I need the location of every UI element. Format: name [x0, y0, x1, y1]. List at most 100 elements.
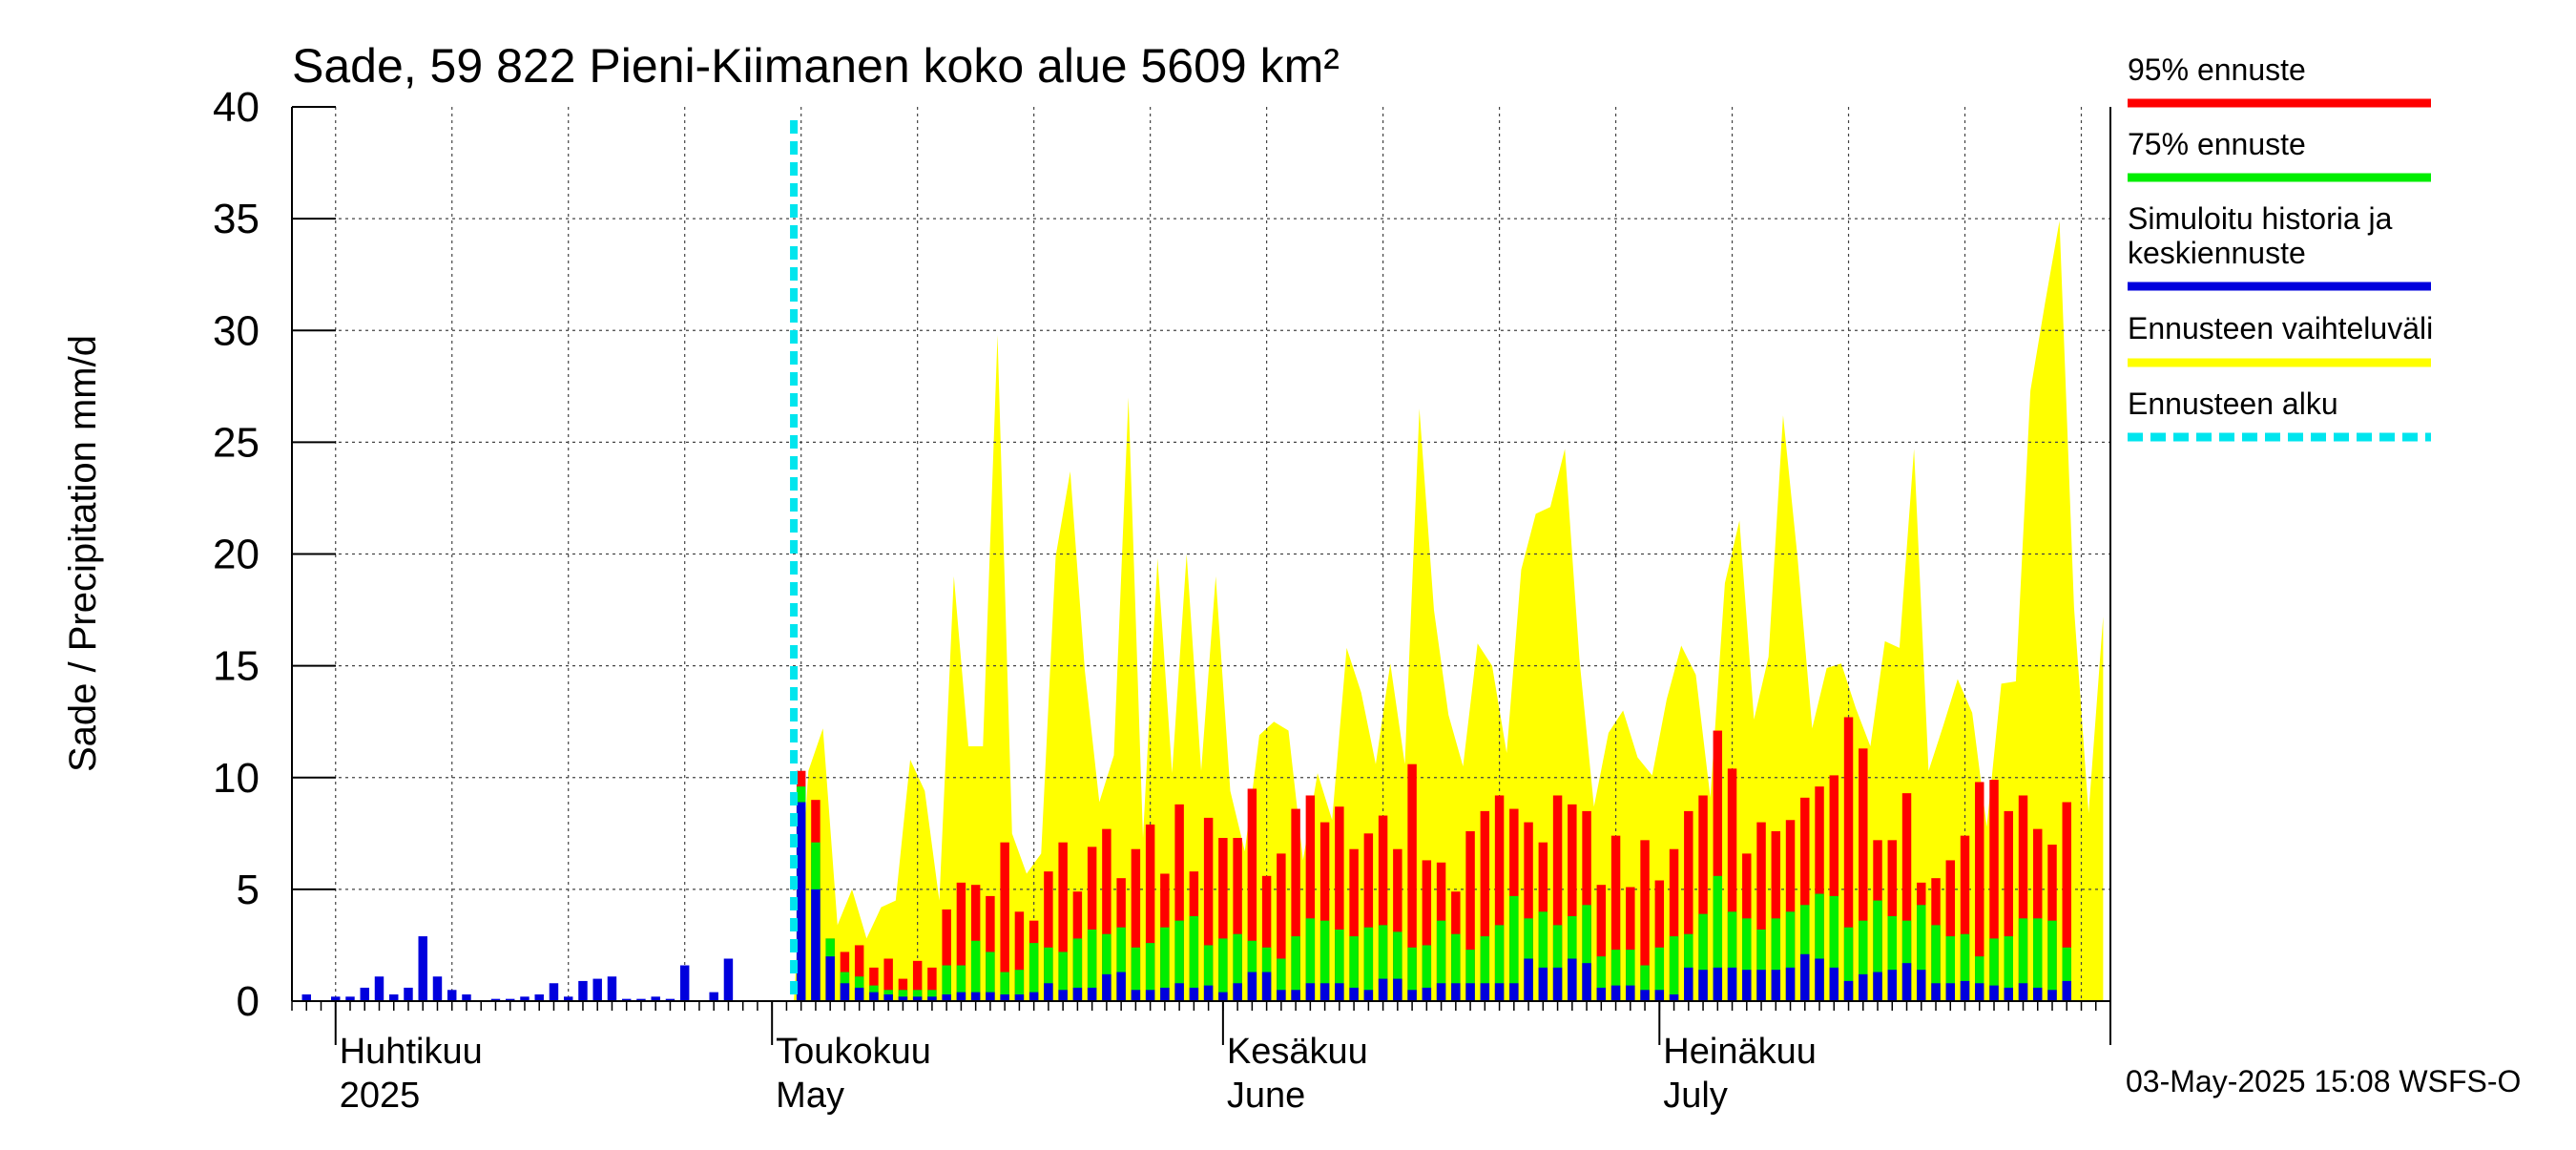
mean-bar — [1800, 953, 1810, 1001]
forecast-range-area — [794, 220, 2104, 1001]
mean-bar — [1494, 983, 1505, 1001]
month-label: Toukokuu — [776, 1032, 931, 1072]
mean-bar — [1465, 983, 1475, 1001]
mean-bar — [1422, 987, 1432, 1001]
mean-bar — [1028, 992, 1039, 1001]
mean-bar — [1305, 983, 1316, 1001]
mean-bar — [1014, 993, 1025, 1001]
mean-bar — [1072, 987, 1083, 1001]
mean-bar — [1785, 967, 1796, 1001]
mean-bar — [1116, 972, 1126, 1001]
p95-bar — [1319, 822, 1330, 1001]
p95-bar — [1363, 833, 1374, 1001]
history-bar — [665, 998, 675, 1001]
mean-bar — [1698, 970, 1708, 1001]
mean-bar — [1756, 970, 1766, 1001]
mean-bar — [883, 993, 893, 1001]
p95-bar — [1640, 840, 1650, 1001]
p75-bar — [1145, 943, 1155, 1001]
mean-bar — [1277, 990, 1286, 1001]
p95-bar — [986, 895, 995, 1001]
mean-bar — [2062, 980, 2071, 1001]
p75-bar — [1873, 900, 1882, 1001]
mean-bar — [1407, 990, 1417, 1001]
mean-bar — [811, 889, 821, 1001]
p95-bar — [1859, 748, 1868, 1001]
mean-bar — [869, 992, 879, 1001]
history-bar — [404, 987, 413, 1001]
p95-bar — [1626, 887, 1635, 1001]
p75-bar — [1014, 970, 1025, 1001]
p75-bar — [1218, 938, 1228, 1001]
mean-bar — [1815, 958, 1824, 1001]
history-bar — [505, 998, 515, 1001]
p75-bar — [912, 990, 923, 1001]
mean-bar — [1945, 983, 1955, 1001]
p75-bar — [1174, 920, 1184, 1001]
p95-bar — [1349, 848, 1359, 1001]
mean-bar — [1261, 972, 1272, 1001]
p95-bar — [1494, 795, 1505, 1001]
p75-bar — [2047, 920, 2057, 1001]
y-tick-label: 5 — [237, 867, 260, 913]
history-bar — [636, 998, 646, 1001]
p75-bar — [1277, 958, 1286, 1001]
mean-bar — [912, 996, 923, 1001]
p75-bar — [1465, 950, 1475, 1001]
p95-bar — [1277, 853, 1286, 1001]
mean-bar — [840, 983, 850, 1001]
history-bar — [549, 983, 559, 1001]
history-bar — [374, 976, 384, 1001]
legend-label: Simuloitu historia ja — [2128, 201, 2393, 236]
p95-bar — [1945, 860, 1955, 1001]
mean-bar — [1058, 990, 1068, 1001]
mean-bar — [825, 956, 835, 1001]
p75-bar — [956, 965, 966, 1001]
p75-bar — [1072, 938, 1083, 1001]
p95-bar — [942, 909, 951, 1001]
month-label-sub: 2025 — [340, 1076, 421, 1116]
p75-bar — [1654, 947, 1665, 1001]
mean-bar — [1509, 983, 1519, 1001]
p75-bar — [1044, 947, 1053, 1001]
history-bar — [447, 990, 457, 1001]
legend-label: Ennusteen alku — [2128, 387, 2338, 421]
y-tick-label: 20 — [213, 532, 260, 578]
history-bar — [534, 993, 544, 1001]
history-bar — [709, 992, 718, 1001]
p75-bar — [1102, 933, 1111, 1001]
p95-bar — [1233, 837, 1242, 1001]
p75-bar — [1538, 911, 1548, 1001]
history-bar — [301, 993, 311, 1001]
history-bar — [520, 996, 530, 1001]
p95-bar — [2018, 795, 2028, 1001]
mean-bar — [1873, 972, 1882, 1001]
p95-bar — [1684, 810, 1693, 1001]
mean-bar — [1044, 983, 1053, 1001]
p75-bar — [1829, 895, 1839, 1001]
p75-bar — [1335, 930, 1344, 1001]
p75-bar — [1291, 936, 1300, 1001]
mean-bar — [1160, 987, 1170, 1001]
mean-bar — [1742, 970, 1752, 1001]
mean-bar — [1626, 985, 1635, 1001]
history-bar — [490, 998, 501, 1001]
p75-bar — [1116, 927, 1126, 1001]
mean-bar — [2033, 987, 2043, 1001]
chart-title: Sade, 59 822 Pieni-Kiimanen koko alue 56… — [292, 39, 1340, 93]
p95-bar — [1552, 795, 1563, 1001]
p75-bar — [1960, 933, 1970, 1001]
mean-bar — [1610, 985, 1621, 1001]
mean-bar — [1393, 978, 1402, 1001]
forecast-range-layer — [794, 220, 2104, 1001]
mean-bar — [1319, 983, 1330, 1001]
y-axis-label: Sade / Precipitation mm/d — [62, 335, 104, 772]
p75-bar — [1319, 920, 1330, 1001]
bars-layer — [301, 717, 2071, 1001]
p75-bar — [1349, 936, 1359, 1001]
p75-bar — [1582, 905, 1591, 1001]
p75-bar — [2018, 918, 2028, 1001]
mean-bar — [1713, 967, 1723, 1001]
